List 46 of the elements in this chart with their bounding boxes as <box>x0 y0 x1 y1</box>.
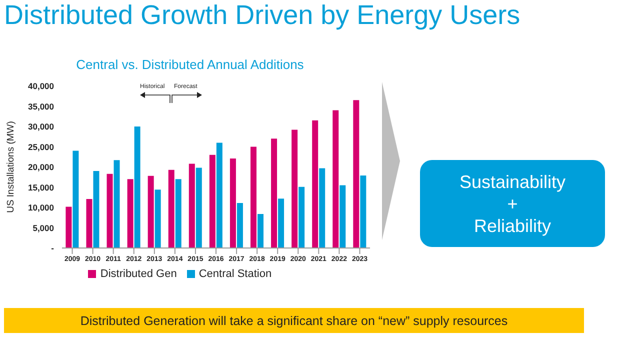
bar <box>360 176 366 248</box>
y-tick-label: 5,000 <box>32 222 54 233</box>
y-tick-label: 20,000 <box>28 162 54 172</box>
bar <box>250 146 256 248</box>
y-tick-label: - <box>51 243 54 254</box>
bar <box>271 138 278 248</box>
legend-label: Distributed Gen <box>100 268 177 280</box>
bar <box>292 130 298 248</box>
bar <box>340 185 346 248</box>
chart-subtitle: Central vs. Distributed Annual Additions <box>75 57 305 72</box>
bar <box>257 214 264 248</box>
bar <box>216 142 222 248</box>
text: Distributed Generation will take a significant share on “new” supply resources <box>4 308 584 333</box>
bar <box>114 160 120 248</box>
bar <box>278 198 284 248</box>
bar <box>154 190 161 248</box>
bar <box>175 179 182 248</box>
bar <box>236 203 243 248</box>
legend-label: Central Station <box>198 268 272 280</box>
bar <box>86 198 92 248</box>
bar <box>298 186 305 248</box>
y-tick-label: 25,000 <box>28 142 54 152</box>
y-tick-label: 35,000 <box>28 101 54 112</box>
bar <box>93 171 100 248</box>
bar <box>209 154 216 248</box>
bar <box>148 176 154 248</box>
y-axis-title: US Installations (MW) <box>5 121 16 213</box>
bar <box>134 126 140 248</box>
bar <box>72 150 79 248</box>
text: Sustainability + Reliability <box>459 170 566 236</box>
y-tick-label: 40,000 <box>28 81 54 92</box>
bar <box>127 179 134 248</box>
y-tick-label: 30,000 <box>28 122 54 132</box>
bar <box>168 170 174 248</box>
bar <box>353 100 360 248</box>
bar <box>332 110 339 248</box>
chart-title: Distributed Growth Driven by Energy Users <box>4 0 520 31</box>
bar <box>230 158 236 248</box>
bar <box>196 168 202 248</box>
bar <box>66 206 72 248</box>
bar <box>188 164 195 248</box>
bar <box>106 174 113 248</box>
bar <box>319 168 326 248</box>
y-tick-label: 10,000 <box>28 202 54 213</box>
bar <box>312 120 318 248</box>
y-tick-label: 15,000 <box>28 182 54 192</box>
